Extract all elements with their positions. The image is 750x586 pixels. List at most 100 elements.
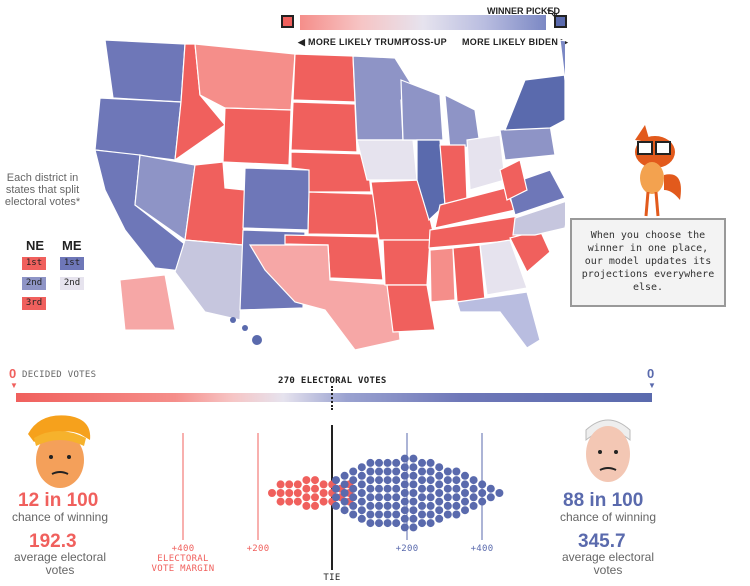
toss-up-label: TOSS-UP — [405, 37, 447, 47]
ne-heading: NE — [26, 238, 45, 253]
outcome-dot — [443, 501, 452, 510]
outcome-dot — [435, 489, 444, 497]
biden-winner-swatch[interactable] — [554, 15, 567, 28]
state-utah — [184, 161, 246, 246]
state-new-england — [559, 40, 565, 83]
outcome-dot — [418, 519, 426, 528]
outcome-dot — [383, 467, 392, 476]
district-caption: Each district in states that split elect… — [4, 172, 81, 208]
outcome-dot — [443, 476, 452, 485]
ne-district-2[interactable]: 2nd — [22, 277, 46, 290]
biden-avg-label: average electoral votes — [561, 550, 655, 577]
outcome-dot — [375, 458, 383, 467]
outcome-dot — [375, 519, 383, 528]
ne-district-3[interactable]: 3rd — [22, 297, 46, 310]
me-district-2[interactable]: 2nd — [60, 277, 84, 290]
state-alabama — [452, 244, 486, 303]
outcome-dot — [392, 458, 401, 467]
hawaii — [230, 317, 262, 345]
outcome-dot — [375, 493, 383, 502]
outcome-dot — [366, 493, 375, 502]
outcome-dot — [461, 480, 469, 489]
outcome-dot — [400, 497, 409, 506]
outcome-dot — [366, 501, 375, 510]
outcome-dot — [357, 506, 366, 515]
outcome-dot — [302, 501, 311, 510]
biden-chance-label: chance of winning — [559, 510, 657, 524]
outcome-dot — [452, 501, 461, 510]
outcome-dot — [375, 476, 383, 485]
outcome-dot — [349, 493, 358, 502]
outcome-dot — [340, 506, 349, 515]
state-arkansas — [382, 239, 431, 286]
outcome-dot — [469, 493, 478, 502]
me-district-1[interactable]: 1st — [60, 257, 84, 270]
outcome-dot — [461, 471, 469, 480]
winner-picked-arrow-icon — [546, 9, 558, 18]
biden-chance: 88 in 100 — [563, 490, 644, 511]
margin-label-trump-400: +400 — [171, 544, 195, 554]
outcome-dot — [409, 480, 418, 489]
outcome-dot — [302, 476, 311, 485]
outcome-dot — [469, 484, 478, 493]
trump-decided-arrow-icon: ▼ — [10, 381, 18, 390]
outcome-dot — [366, 458, 375, 467]
me-heading: ME — [62, 238, 82, 253]
outcome-dot — [461, 506, 469, 515]
winner-picked-label: WINNER PICKED — [487, 6, 561, 16]
outcome-dot — [302, 484, 311, 493]
margin-dot-plot — [182, 425, 504, 570]
outcome-dot — [426, 501, 435, 510]
outcome-dot — [340, 480, 349, 489]
likelihood-gradient — [300, 15, 546, 30]
decided-votes-label: DECIDED VOTES — [22, 370, 97, 380]
outcome-dot — [426, 476, 435, 485]
outcome-dot — [452, 476, 461, 485]
outcome-dot — [452, 510, 461, 519]
outcome-dot — [332, 476, 340, 485]
outcome-dot — [418, 484, 426, 493]
outcome-dot — [400, 489, 409, 497]
outcome-dot — [435, 480, 444, 489]
state-iowa — [356, 139, 418, 181]
trump-winner-swatch[interactable] — [281, 15, 294, 28]
outcome-dot — [400, 471, 409, 480]
more-likely-trump-label: ◀ MORE LIKELY TRUMP — [298, 37, 409, 47]
us-map[interactable] — [95, 40, 565, 350]
outcome-dot — [349, 484, 358, 493]
outcome-dot — [409, 463, 418, 472]
outcome-dot — [293, 489, 302, 497]
state-arizona — [174, 239, 244, 321]
outcome-dot — [418, 510, 426, 519]
ne-district-1[interactable]: 1st — [22, 257, 46, 270]
outcome-dot — [349, 501, 358, 510]
outcome-dot — [293, 480, 302, 489]
trump-portrait-icon — [28, 415, 91, 488]
trump-decided-votes: 0 — [9, 366, 17, 381]
outcome-dot — [461, 497, 469, 506]
trump-avg-label: average electoral votes — [13, 550, 107, 577]
outcome-dot — [332, 484, 340, 493]
outcome-dot — [486, 493, 495, 502]
outcome-dot — [426, 458, 435, 467]
outcome-dot — [285, 489, 294, 497]
outcome-dots — [268, 454, 504, 532]
trump-chance: 12 in 100 — [18, 490, 99, 511]
outcome-dot — [392, 484, 401, 493]
trump-avg-votes: 192.3 — [29, 531, 77, 552]
outcome-dot — [392, 510, 401, 519]
outcome-dot — [383, 501, 392, 510]
state-florida — [456, 291, 541, 349]
outcome-dot — [392, 501, 401, 510]
state-ohio — [466, 134, 506, 191]
outcome-dot — [495, 489, 504, 497]
outcome-dot — [443, 510, 452, 519]
outcome-dot — [409, 497, 418, 506]
outcome-dot — [332, 501, 340, 510]
outcome-dot — [319, 489, 328, 497]
outcome-dot — [486, 484, 495, 493]
info-speech-bubble: When you choose the winner in one place,… — [570, 218, 726, 307]
outcome-dot — [392, 519, 401, 528]
outcome-dot — [400, 523, 409, 532]
outcome-dot — [409, 454, 418, 463]
